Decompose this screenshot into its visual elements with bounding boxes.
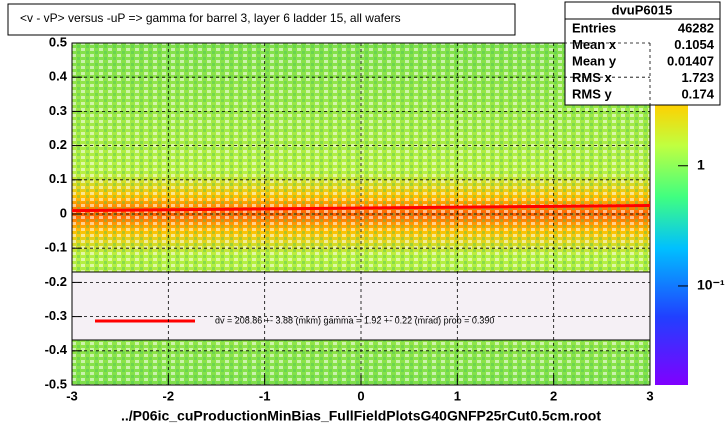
fit-label: dv = 208.86 +- 3.88 (mkm) gamma = 1.92 +… bbox=[215, 315, 494, 325]
stats-value: 0.174 bbox=[681, 86, 714, 101]
x-tick-label: 0 bbox=[357, 388, 364, 403]
stats-label: Mean y bbox=[572, 53, 617, 68]
x-axis-label: ../P06ic_cuProductionMinBias_FullFieldPl… bbox=[121, 408, 601, 424]
y-tick-label: -0.2 bbox=[45, 274, 67, 289]
stats-value: 46282 bbox=[678, 20, 714, 35]
chart-title: <v - vP> versus -uP => gamma for barrel … bbox=[20, 11, 401, 25]
y-tick-label: 0.1 bbox=[49, 171, 67, 186]
y-tick-label: -0.1 bbox=[45, 240, 67, 255]
stats-title: dvuP6015 bbox=[612, 2, 673, 17]
stats-value: 1.723 bbox=[681, 70, 714, 85]
x-tick-label: -2 bbox=[163, 388, 175, 403]
x-tick-label: 2 bbox=[550, 388, 557, 403]
z-tick-label: 1 bbox=[697, 156, 705, 172]
y-tick-label: 0.4 bbox=[49, 69, 68, 84]
stats-value: 0.1054 bbox=[674, 37, 715, 52]
stats-label: Mean x bbox=[572, 37, 617, 52]
y-tick-label: 0.2 bbox=[49, 137, 67, 152]
stats-value: 0.01407 bbox=[667, 53, 714, 68]
x-tick-label: 1 bbox=[454, 388, 461, 403]
fit-line bbox=[71, 203, 651, 213]
y-tick-label: 0.5 bbox=[49, 34, 67, 49]
stats-label: RMS y bbox=[572, 86, 613, 101]
y-tick-label: -0.3 bbox=[45, 308, 67, 323]
y-tick-label: -0.5 bbox=[45, 376, 67, 391]
x-tick-label: 3 bbox=[646, 388, 653, 403]
y-tick-label: 0.3 bbox=[49, 103, 67, 118]
y-tick-label: -0.4 bbox=[45, 342, 68, 357]
x-tick-label: -1 bbox=[259, 388, 271, 403]
z-tick-label: 10⁻¹ bbox=[697, 277, 725, 293]
stats-label: RMS x bbox=[572, 70, 613, 85]
stats-label: Entries bbox=[572, 20, 616, 35]
title-box bbox=[7, 3, 516, 36]
y-tick-label: 0 bbox=[60, 205, 67, 220]
x-tick-label: -3 bbox=[66, 388, 78, 403]
